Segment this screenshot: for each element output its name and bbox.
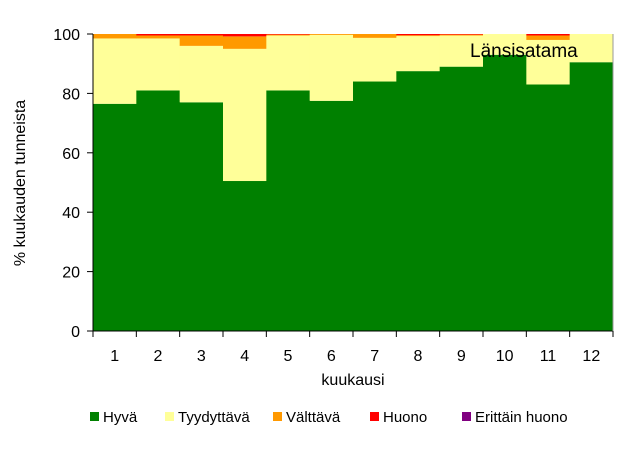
y-tick-label: 80 (62, 86, 80, 103)
bar-segment-tyydyttävä-12 (569, 34, 614, 63)
bar-segment-hyvä-11 (526, 84, 571, 332)
bar-segment-tyydyttävä-11 (526, 39, 571, 85)
bar-segment-hyvä-2 (136, 90, 181, 332)
bar-segment-tyydyttävä-2 (136, 38, 181, 91)
legend-item: Hyvä (90, 409, 138, 426)
legend-swatch (165, 412, 174, 421)
bar-segment-hyvä-7 (353, 81, 397, 332)
bar-segment-välttävä-5 (266, 34, 311, 36)
x-tick-label: 2 (154, 348, 163, 365)
x-tick-label: 8 (414, 348, 423, 365)
bar-segment-hyvä-6 (309, 100, 354, 331)
bar-segment-huono-5 (266, 34, 311, 35)
bar-segment-huono-4 (223, 34, 267, 37)
bar-segment-välttävä-3 (179, 35, 224, 46)
bar-segment-välttävä-4 (223, 36, 267, 49)
x-tick-label: 6 (327, 348, 336, 365)
bar-segment-hyvä-5 (266, 90, 311, 332)
bar-segment-hyvä-4 (223, 181, 267, 331)
legend-label: Hyvä (103, 409, 138, 426)
bars-group (93, 34, 614, 332)
bar-segment-välttävä-6 (309, 34, 354, 35)
chart-annotation: Länsisatama (470, 41, 578, 62)
legend-label: Välttävä (286, 409, 341, 426)
legend-swatch (90, 412, 99, 421)
bar-segment-tyydyttävä-4 (223, 48, 267, 182)
x-tick-label: 4 (240, 348, 249, 365)
x-tick-label: 11 (540, 348, 557, 365)
x-tick-label: 5 (284, 348, 293, 365)
bar-segment-hyvä-8 (396, 71, 441, 331)
bar-segment-hyvä-3 (179, 102, 224, 331)
x-tick-label: 1 (110, 348, 119, 365)
bar-segment-tyydyttävä-8 (396, 36, 441, 72)
bar-segment-välttävä-11 (526, 35, 571, 40)
legend-swatch (273, 412, 282, 421)
bar-segment-tyydyttävä-10 (483, 34, 527, 55)
bar-segment-välttävä-7 (353, 34, 397, 38)
bar-segment-huono-9 (439, 34, 484, 35)
legend-item: Tyydyttävä (165, 409, 250, 426)
y-tick-label: 40 (62, 205, 80, 222)
bar-segment-tyydyttävä-9 (439, 35, 484, 67)
y-tick-label: 100 (53, 27, 80, 44)
x-tick-label: 3 (197, 348, 206, 365)
bar-segment-huono-11 (526, 34, 571, 36)
legend: Hyvä Tyydyttävä Välttävä Huono Erittäin huon… (90, 409, 568, 426)
legend-label: Huono (383, 409, 427, 426)
legend-label: Erittäin huono (475, 409, 568, 426)
bar-segment-välttävä-9 (439, 34, 484, 36)
legend-label: Tyydyttävä (178, 409, 250, 426)
y-tick-label: 0 (71, 324, 80, 341)
bar-segment-huono-2 (136, 34, 181, 36)
bar-segment-välttävä-1 (93, 34, 137, 39)
bar-segment-tyydyttävä-6 (309, 34, 354, 101)
legend-item: Välttävä (273, 409, 341, 426)
legend-item: Huono (370, 409, 427, 426)
y-tick-label: 60 (62, 146, 80, 163)
bar-segment-tyydyttävä-1 (93, 38, 137, 104)
bar-segment-välttävä-2 (136, 35, 181, 39)
x-tick-label: 9 (457, 348, 466, 365)
bar-segment-huono-8 (396, 34, 441, 36)
bar-segment-tyydyttävä-5 (266, 35, 311, 91)
bar-segment-tyydyttävä-7 (353, 37, 397, 82)
bar-segment-välttävä-8 (396, 35, 441, 37)
legend-swatch (370, 412, 379, 421)
legend-item: Erittäin huono (462, 409, 568, 426)
x-tick-label: 7 (370, 348, 379, 365)
bar-segment-huono-3 (179, 34, 224, 36)
bar-segment-hyvä-10 (483, 54, 527, 331)
x-axis-label: kuukausi (321, 372, 384, 389)
y-axis-label: % kuukauden tunneista (12, 100, 29, 266)
x-tick-label: 12 (582, 348, 600, 365)
y-tick-label: 20 (62, 265, 80, 282)
x-tick-label: 10 (496, 348, 514, 365)
bar-segment-hyvä-1 (93, 103, 137, 331)
bar-segment-hyvä-9 (439, 66, 484, 332)
legend-swatch (462, 412, 471, 421)
bar-segment-tyydyttävä-3 (179, 45, 224, 103)
bar-segment-hyvä-12 (569, 62, 614, 332)
